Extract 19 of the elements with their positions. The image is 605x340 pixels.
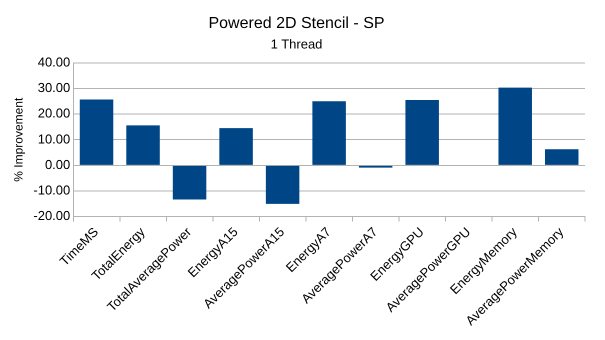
bar bbox=[266, 166, 300, 204]
bar bbox=[80, 99, 114, 165]
y-tick-label: -20.00 bbox=[33, 208, 70, 224]
y-tick-label: 30.00 bbox=[38, 80, 70, 96]
bar bbox=[544, 149, 578, 165]
chart-title: Powered 2D Stencil - SP bbox=[208, 15, 385, 32]
y-axis-title: % Improvement bbox=[12, 97, 26, 182]
bar bbox=[172, 166, 206, 200]
bar bbox=[126, 125, 160, 165]
y-tick-label: 0.00 bbox=[44, 156, 70, 172]
bar bbox=[219, 128, 253, 165]
y-tick-label: 40.00 bbox=[38, 54, 70, 70]
chart-subtitle: 1 Thread bbox=[270, 36, 322, 52]
bar bbox=[405, 100, 439, 165]
y-tick-label: 20.00 bbox=[38, 106, 70, 121]
y-tick-label: 10.00 bbox=[38, 131, 70, 146]
y-tick-label: -10.00 bbox=[33, 182, 70, 198]
bar bbox=[498, 88, 532, 165]
bar bbox=[312, 101, 346, 165]
